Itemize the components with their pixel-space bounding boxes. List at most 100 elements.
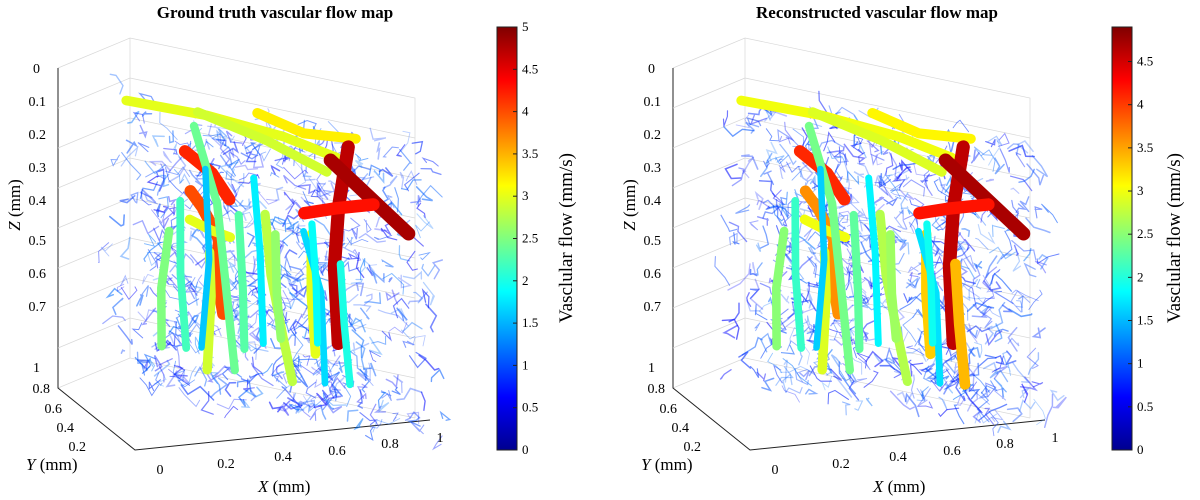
capillary [248, 387, 257, 402]
capillary [277, 273, 299, 289]
capillary [985, 138, 996, 148]
capillary [835, 155, 842, 180]
capillary [918, 368, 931, 373]
capillary [168, 130, 175, 144]
capillary [418, 251, 431, 261]
major-vessels [736, 95, 1031, 390]
capillary [756, 199, 769, 208]
capillary [245, 151, 257, 163]
capillary [889, 390, 916, 411]
capillary [978, 403, 1008, 421]
vessel [323, 153, 416, 241]
y-tick: 0.2 [69, 440, 87, 455]
panel-ground-truth: Ground truth vascular flow map 0 0.1 0.2 [5, 3, 577, 496]
capillary [765, 141, 778, 162]
capillary [755, 242, 762, 252]
capillary [130, 191, 139, 204]
capillary [353, 304, 372, 312]
capillary [971, 303, 988, 318]
capillary [350, 164, 357, 179]
capillary [780, 344, 796, 355]
capillary [317, 186, 335, 198]
capillary [401, 179, 422, 191]
capillary [354, 155, 364, 169]
vessel [923, 220, 937, 347]
capillary [385, 374, 399, 389]
capillary [382, 272, 405, 295]
capillary [352, 342, 370, 352]
capillary [313, 218, 333, 239]
capillary [351, 227, 359, 240]
capillary [198, 360, 205, 372]
z-tick: 0.7 [644, 300, 662, 315]
y-tick: 1 [648, 361, 655, 376]
capillary [798, 349, 803, 366]
capillary [735, 204, 751, 215]
capillary [952, 119, 970, 133]
capillary [188, 169, 204, 187]
capillary [961, 282, 977, 307]
capillary [838, 202, 860, 212]
capillary [964, 238, 976, 252]
capillary [749, 288, 761, 299]
z-tick: 0.1 [29, 95, 47, 110]
capillary [416, 213, 434, 230]
capillary [168, 321, 179, 337]
vessel [157, 226, 174, 351]
capillary [391, 289, 399, 305]
capillary [178, 387, 201, 408]
capillary [799, 370, 810, 381]
capillary [291, 331, 304, 360]
capillary [224, 260, 236, 273]
capillary [745, 121, 760, 134]
capillary [892, 229, 910, 255]
capillary [1023, 262, 1037, 278]
capillary [119, 195, 136, 204]
capillary [903, 293, 913, 304]
capillary [270, 364, 280, 382]
capillary [1008, 144, 1035, 158]
z-tick: 0.4 [644, 194, 662, 209]
capillary [1031, 381, 1044, 388]
capillary [177, 375, 191, 385]
capillary [246, 232, 255, 248]
capillary [153, 205, 169, 214]
capillary [863, 370, 879, 388]
capillary [985, 330, 1003, 347]
capillary [1000, 230, 1013, 260]
capillary [981, 305, 993, 318]
colorbar-tick-label: 1 [522, 357, 529, 372]
capillary [219, 152, 233, 169]
capillary [827, 146, 846, 163]
capillary [363, 218, 372, 234]
colorbar-tick-label: 3.5 [1137, 140, 1153, 155]
capillary [120, 286, 138, 301]
capillary [117, 325, 133, 345]
capillary [359, 368, 370, 393]
capillary [989, 246, 1016, 260]
capillary [364, 292, 382, 305]
capillary [968, 381, 978, 393]
capillary [352, 248, 362, 262]
capillary [1038, 253, 1049, 270]
capillary [776, 204, 788, 227]
capillary [138, 124, 148, 139]
colorbar-label: Vasclular flow (mm/s) [556, 153, 577, 323]
y-tick: 0.4 [57, 421, 75, 436]
capillary [224, 381, 237, 397]
capillary [806, 288, 813, 309]
y-tick: 0.8 [648, 382, 666, 397]
z-tick: 0.7 [29, 300, 47, 315]
capillary [992, 290, 1014, 305]
capillary [870, 153, 885, 166]
capillary [987, 135, 1003, 147]
capillary [180, 384, 215, 401]
capillary [291, 284, 309, 298]
capillary [845, 188, 860, 204]
capillary [403, 172, 420, 192]
capillary [354, 323, 367, 330]
capillary [841, 401, 851, 416]
capillary [1018, 168, 1035, 183]
capillary [358, 232, 386, 243]
capillary [256, 190, 278, 205]
